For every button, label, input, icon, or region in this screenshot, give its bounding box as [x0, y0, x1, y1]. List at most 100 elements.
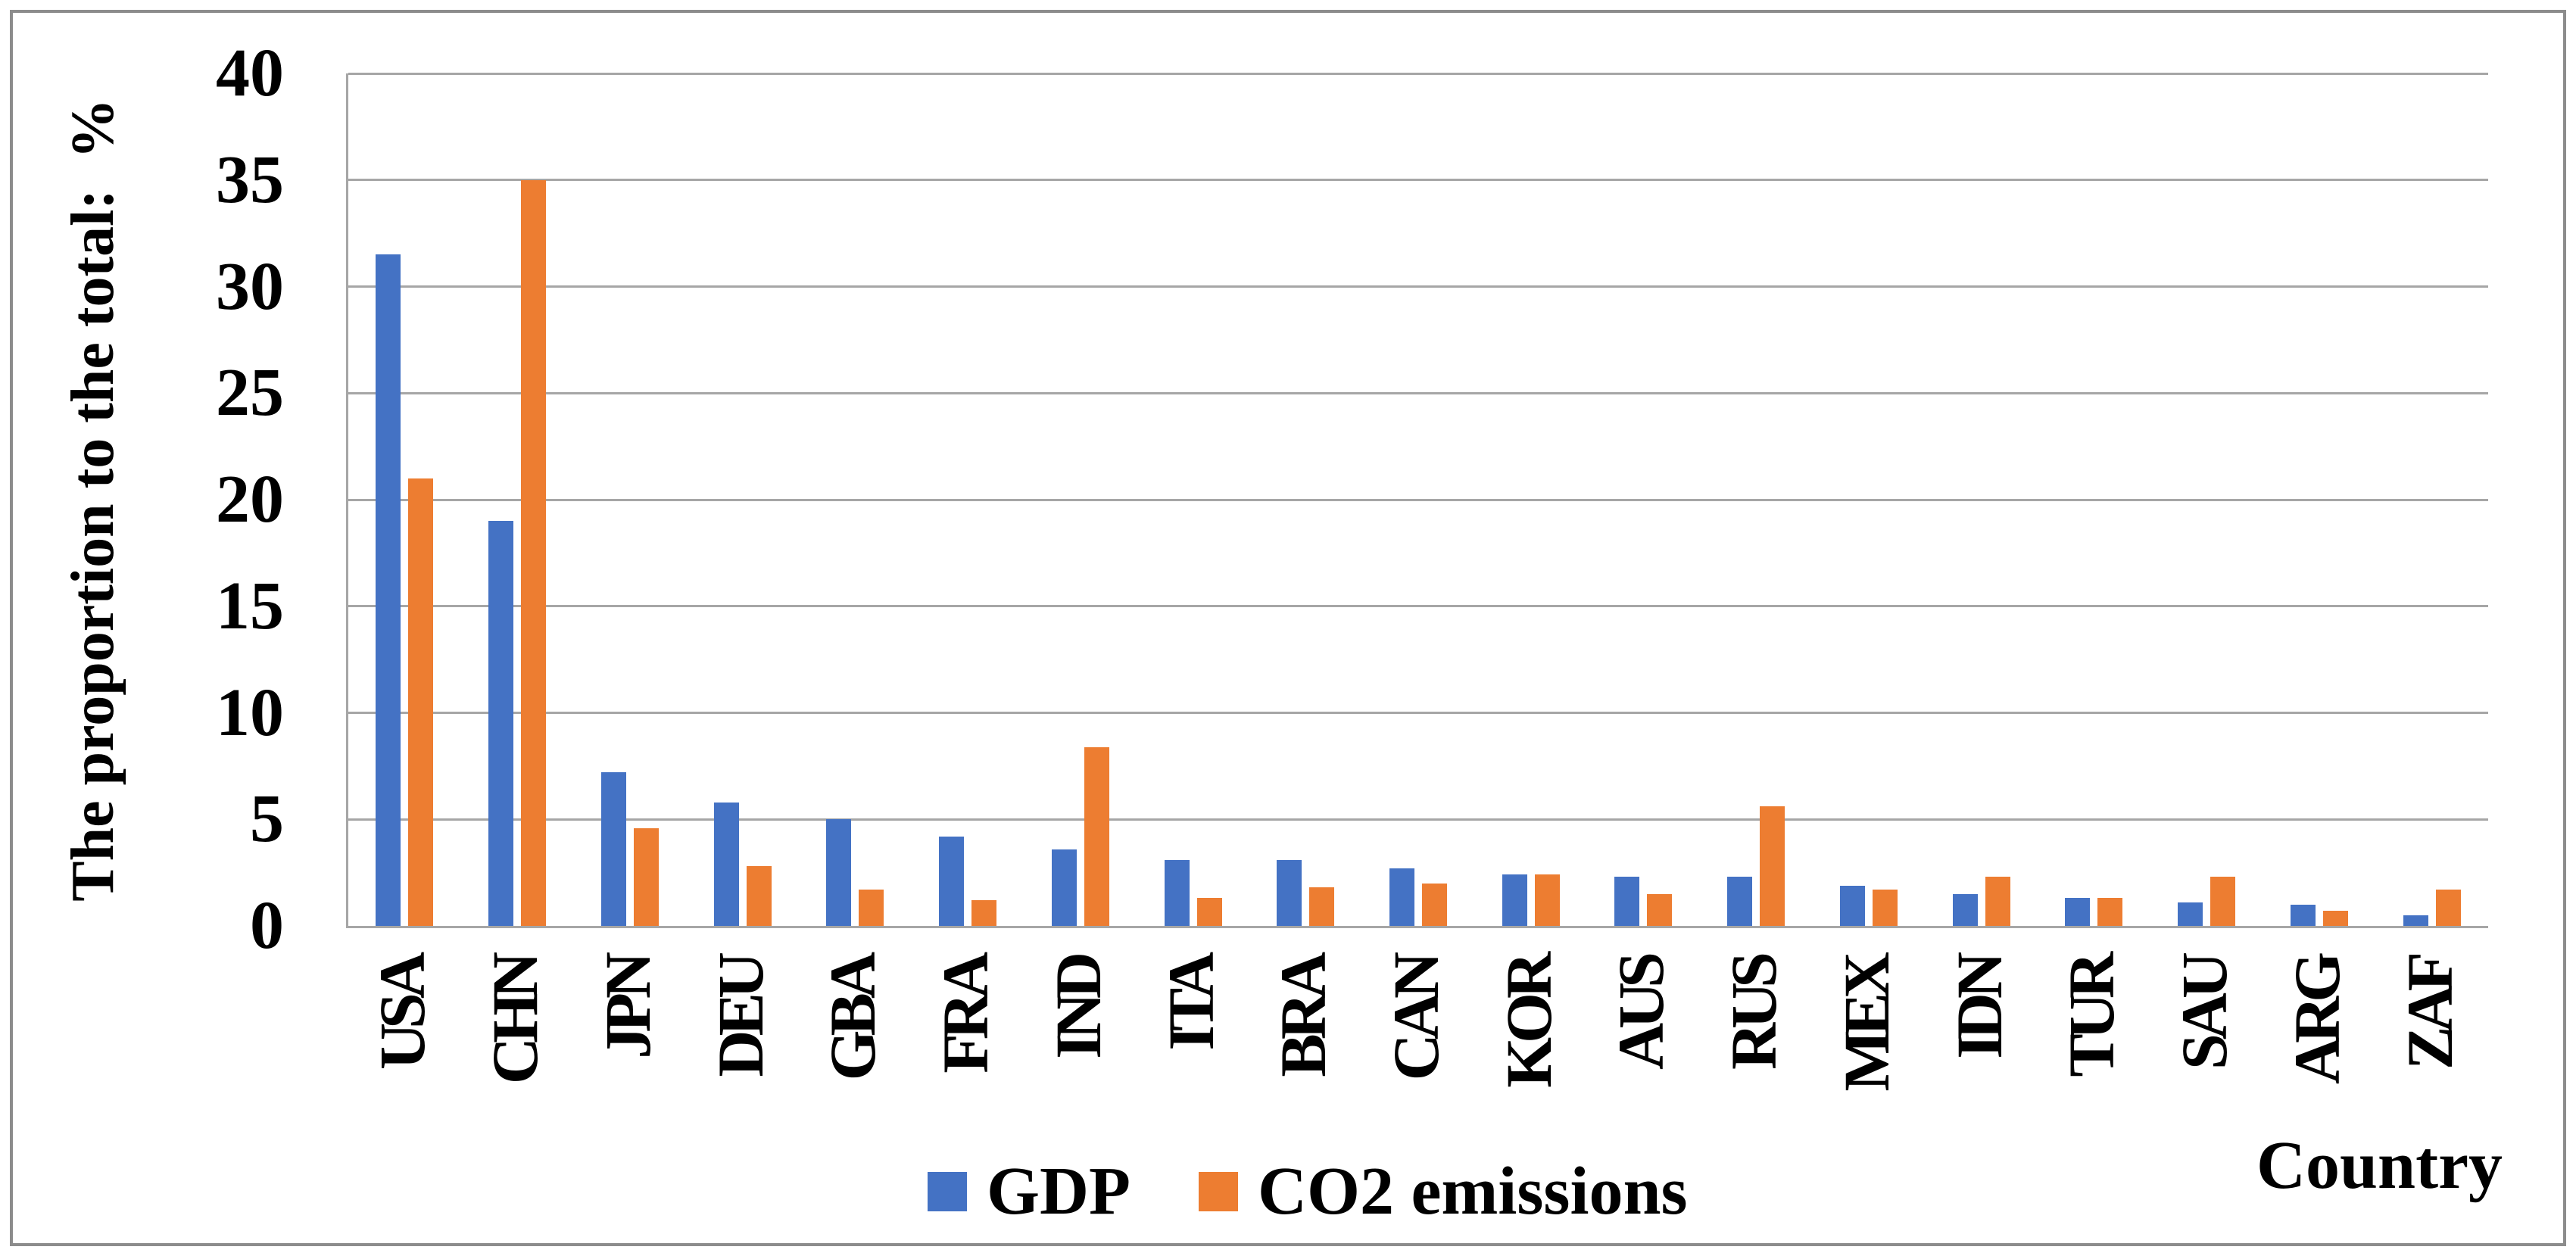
legend-swatch-co2 [1198, 1172, 1238, 1211]
bar-co2-emissions-ita [1196, 898, 1222, 926]
legend-item-co2: CO2 emissions [1198, 1154, 1688, 1229]
bar-gdp-gba [826, 819, 852, 926]
gridline-25 [348, 391, 2488, 394]
y-tick-5: 5 [250, 781, 284, 857]
x-label-gba: GBA [816, 958, 890, 1081]
bar-group-sau [2150, 877, 2263, 926]
x-label-wrap-zaf: ZAF [2384, 958, 2475, 1070]
legend-item-gdp: GDP [928, 1155, 1131, 1228]
x-label-wrap-deu: DEU [695, 958, 786, 1077]
x-label-wrap-bra: BRA [1258, 958, 1349, 1077]
bar-group-fra [912, 836, 1024, 926]
bar-gdp-usa [376, 254, 401, 926]
bar-group-aus [1587, 877, 1700, 926]
x-label-wrap-tur: TUR [2046, 958, 2137, 1077]
gridline-5 [348, 818, 2488, 821]
bar-group-ita [1137, 859, 1249, 926]
x-label-can: CAN [1380, 958, 1452, 1081]
x-label-wrap-sau: SAU [2159, 958, 2250, 1070]
bar-gdp-ind [1051, 849, 1077, 926]
x-label-mex: MEX [1829, 958, 1903, 1092]
x-label-wrap-usa: USA [357, 958, 448, 1070]
bar-co2-emissions-aus [1647, 893, 1673, 926]
legend-label-co2: CO2 emissions [1257, 1154, 1688, 1229]
x-label-ita: ITA [1154, 958, 1227, 1051]
x-label-jpn: JPN [591, 958, 664, 1059]
y-tick-20: 20 [216, 462, 284, 537]
x-label-wrap-gba: GBA [807, 958, 898, 1080]
bar-gdp-rus [1727, 877, 1753, 926]
bar-gdp-tur [2065, 898, 2091, 926]
x-label-wrap-kor: KOR [1483, 958, 1574, 1088]
gridline-20 [348, 498, 2488, 501]
bar-gdp-can [1389, 868, 1414, 926]
gridline-15 [348, 605, 2488, 608]
bar-co2-emissions-idn [1985, 877, 2010, 926]
bar-co2-emissions-rus [1760, 806, 1785, 926]
x-label-fra: FRA [929, 958, 1003, 1074]
y-tick-0: 0 [250, 888, 284, 963]
x-label-wrap-fra: FRA [920, 958, 1011, 1074]
bar-gdp-deu [713, 802, 739, 926]
bar-co2-emissions-tur [2097, 898, 2123, 926]
bar-group-chn [461, 179, 574, 926]
bar-gdp-ita [1164, 859, 1190, 926]
bar-gdp-fra [939, 836, 965, 926]
bar-group-zaf [2375, 890, 2488, 926]
x-label-bra: BRA [1267, 958, 1340, 1077]
x-label-chn: CHN [479, 958, 552, 1085]
x-label-wrap-idn: IDN [1934, 958, 2025, 1059]
y-tick-25: 25 [216, 355, 284, 431]
bar-co2-emissions-mex [1872, 890, 1898, 926]
bar-group-can [1362, 868, 1475, 926]
y-tick-40: 40 [216, 36, 284, 111]
x-label-zaf: ZAF [2393, 958, 2466, 1070]
x-label-wrap-mex: MEX [1821, 958, 1912, 1092]
bar-co2-emissions-kor [1534, 874, 1560, 926]
bar-group-rus [1700, 806, 1813, 926]
bar-co2-emissions-arg [2322, 911, 2348, 926]
x-label-idn: IDN [1942, 958, 2016, 1059]
plot-area [346, 72, 2488, 928]
x-label-wrap-jpn: JPN [582, 958, 673, 1059]
bar-gdp-jpn [600, 772, 626, 926]
bar-co2-emissions-zaf [2435, 890, 2461, 926]
x-label-kor: KOR [1492, 958, 1565, 1088]
x-label-tur: TUR [2055, 958, 2128, 1077]
bar-gdp-aus [1614, 877, 1640, 926]
y-tick-35: 35 [216, 142, 284, 217]
bar-gdp-mex [1839, 885, 1865, 926]
legend: GDP CO2 emissions [928, 1155, 1688, 1228]
gridline-30 [348, 285, 2488, 288]
x-label-deu: DEU [703, 958, 777, 1077]
x-label-wrap-arg: ARG [2272, 958, 2362, 1084]
bar-gdp-arg [2290, 904, 2316, 926]
x-label-aus: AUS [1605, 958, 1678, 1071]
x-label-wrap-ita: ITA [1146, 958, 1237, 1051]
gridline-35 [348, 179, 2488, 182]
x-label-rus: RUS [1717, 958, 1791, 1071]
bar-group-deu [686, 802, 799, 926]
bar-co2-emissions-can [1421, 883, 1447, 926]
x-label-ind: IND [1041, 958, 1115, 1059]
bar-co2-emissions-chn [521, 179, 547, 926]
bar-gdp-bra [1277, 859, 1302, 926]
x-label-wrap-aus: AUS [1595, 958, 1686, 1070]
x-label-wrap-chn: CHN [469, 958, 560, 1084]
x-label-wrap-ind: IND [1033, 958, 1124, 1059]
bar-co2-emissions-usa [408, 478, 434, 926]
x-axis-labels: USA CHN JPN DEU GBA FRA IND ITA BRA CAN KOR AUS RUS M… [346, 958, 2486, 1177]
legend-swatch-gdp [928, 1172, 967, 1211]
legend-label-gdp: GDP [987, 1154, 1131, 1229]
figure-border [10, 10, 2566, 1246]
bar-group-idn [1925, 877, 2038, 926]
bar-group-ind [1024, 746, 1137, 926]
bar-co2-emissions-ind [1084, 746, 1109, 926]
bar-group-usa [348, 254, 461, 926]
y-tick-15: 15 [216, 568, 284, 644]
x-label-wrap-can: CAN [1371, 958, 1461, 1080]
bar-co2-emissions-deu [746, 866, 772, 926]
x-label-wrap-rus: RUS [1708, 958, 1799, 1070]
x-label-sau: SAU [2168, 958, 2241, 1071]
